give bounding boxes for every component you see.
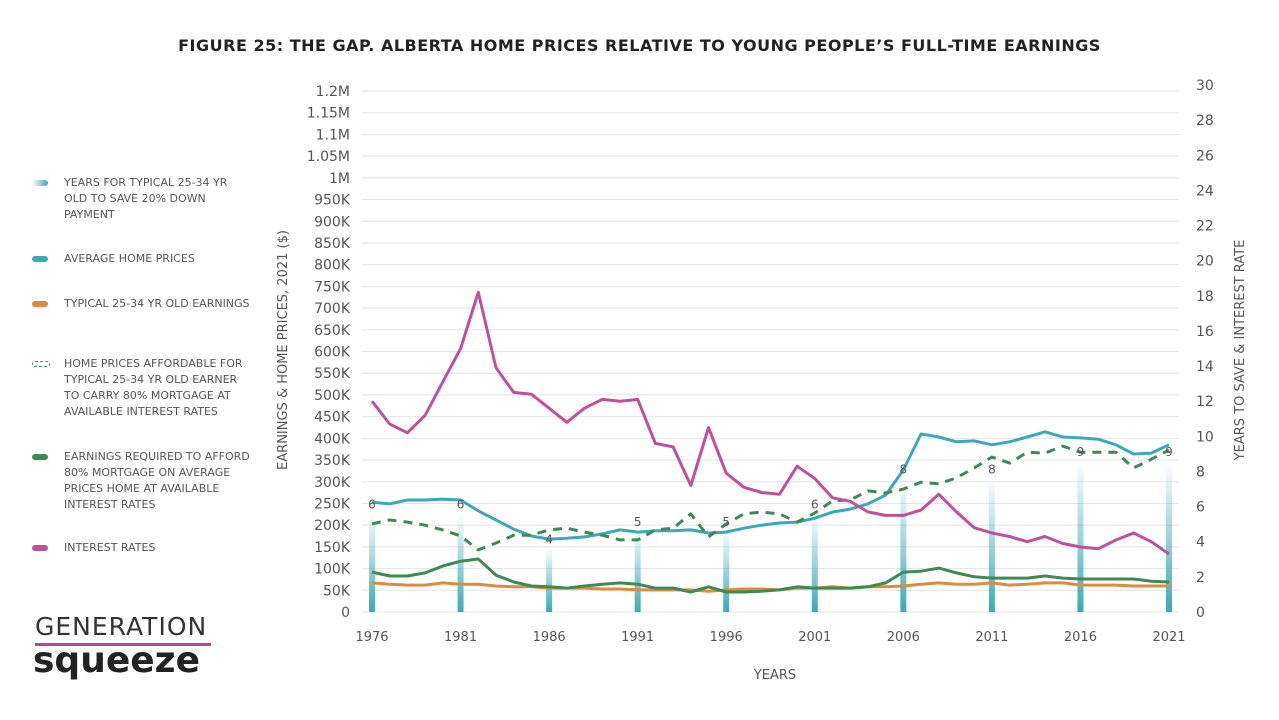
x-tick-label: 2016 <box>1064 630 1097 645</box>
chart-title: FIGURE 25: THE GAP. ALBERTA HOME PRICES … <box>178 36 1101 55</box>
y-tick-label: 600K <box>314 345 351 361</box>
legend-label: AVERAGE HOME PRICES <box>64 252 195 265</box>
y-tick-label: 500K <box>314 388 351 404</box>
x-tick-label: 1976 <box>355 630 388 645</box>
y-tick-label: 700K <box>314 301 351 317</box>
y-tick-label: 900K <box>314 214 351 230</box>
y-right-tick-label: 2 <box>1196 570 1205 586</box>
y-right-tick-label: 0 <box>1196 605 1205 621</box>
bar-data-label: 6 <box>811 498 819 512</box>
y-tick-label: 300K <box>314 475 351 491</box>
x-tick-label: 2011 <box>975 630 1008 645</box>
series-line-home-prices-affordable-for-typical-25-34 <box>371 444 1170 552</box>
y-right-tick-label: 10 <box>1196 429 1214 445</box>
years-to-save-bar <box>1166 459 1172 612</box>
y-tick-label: 1.2M <box>316 84 350 100</box>
x-axis-title: YEARS <box>753 668 796 683</box>
y-right-tick-label: 4 <box>1196 535 1205 551</box>
legend-label: TYPICAL 25-34 YR OLD EARNINGS <box>64 297 250 310</box>
y-right-tick-label: 6 <box>1196 500 1205 516</box>
y-right-tick-label: 12 <box>1196 394 1214 410</box>
bar-data-label: 8 <box>900 462 908 476</box>
legend-label: EARNINGS REQUIRED TO AFFORD 80% MORTGAGE… <box>64 450 250 511</box>
legend-label: HOME PRICES AFFORDABLE FOR TYPICAL 25-34… <box>64 357 243 418</box>
y-tick-label: 450K <box>314 410 351 426</box>
legend-label: INTEREST RATES <box>64 541 156 554</box>
years-to-save-bar <box>546 547 553 612</box>
bar-data-label: 9 <box>1165 445 1173 459</box>
y-right-tick-label: 8 <box>1196 464 1205 480</box>
y-tick-label: 1M <box>329 171 350 187</box>
legend-label: YEARS FOR TYPICAL 25-34 YR OLD TO SAVE 2… <box>64 176 228 221</box>
bar-data-label: 6 <box>457 498 465 512</box>
x-tick-label: 1991 <box>621 630 654 645</box>
x-tick-label: 1981 <box>444 630 477 645</box>
y-right-tick-label: 28 <box>1196 113 1214 129</box>
bar-data-label: 5 <box>722 515 730 529</box>
y-right-tick-label: 30 <box>1196 78 1214 94</box>
y-tick-label: 850K <box>314 236 351 252</box>
bar-data-label: 4 <box>545 533 553 547</box>
y-right-tick-label: 26 <box>1196 148 1214 164</box>
y-tick-label: 1.15M <box>307 106 350 122</box>
x-tick-label: 1996 <box>710 630 743 645</box>
y-tick-label: 550K <box>314 366 351 382</box>
years-to-save-bar <box>900 477 907 612</box>
legend-swatch <box>32 301 48 307</box>
y-tick-label: 750K <box>314 279 351 295</box>
bar-data-label: 9 <box>1077 445 1085 459</box>
y-tick-label: 250K <box>314 496 351 512</box>
y-tick-label: 350K <box>314 453 351 469</box>
years-to-save-bar <box>369 512 375 612</box>
bar-data-label: 6 <box>368 498 376 512</box>
x-tick-label: 1986 <box>533 630 566 645</box>
series-line-average-home-prices <box>371 430 1170 541</box>
y-tick-label: 650K <box>314 323 351 339</box>
y-tick-label: 0 <box>341 605 350 621</box>
x-tick-label: 2001 <box>798 630 831 645</box>
y-axis-title-left: EARNINGS & HOME PRICES, 2021 ($) <box>276 230 291 470</box>
x-tick-label: 2006 <box>887 630 920 645</box>
legend-swatch <box>32 454 48 460</box>
logo-line2: squeeze <box>33 640 201 681</box>
legend-swatch <box>32 180 48 186</box>
bar-data-label: 5 <box>634 515 642 529</box>
years-to-save-bar <box>634 530 641 612</box>
legend-swatch <box>32 545 48 551</box>
y-tick-label: 800K <box>314 258 351 274</box>
legend-swatch <box>32 256 48 262</box>
y-tick-label: 1.1M <box>316 127 350 143</box>
y-right-tick-label: 24 <box>1196 183 1214 199</box>
legend-swatch <box>32 361 50 367</box>
years-to-save-bar <box>988 477 995 612</box>
y-axis-title-right: YEARS TO SAVE & INTEREST RATE <box>1233 240 1248 462</box>
x-tick-label: 2021 <box>1152 630 1185 645</box>
y-right-tick-label: 20 <box>1196 254 1214 270</box>
y-tick-label: 100K <box>314 562 351 578</box>
y-tick-label: 150K <box>314 540 351 556</box>
logo-divider <box>35 643 211 646</box>
series-line-interest-rates <box>370 290 1170 556</box>
y-tick-label: 200K <box>314 518 351 534</box>
y-right-tick-label: 22 <box>1196 219 1214 235</box>
y-tick-label: 950K <box>314 193 351 209</box>
logo-line1: GENERATION <box>35 612 208 641</box>
years-to-save-bar <box>723 530 730 612</box>
y-right-tick-label: 18 <box>1196 289 1214 305</box>
y-right-tick-label: 14 <box>1196 359 1214 375</box>
years-to-save-bar <box>1077 459 1084 612</box>
years-to-save-bar <box>811 512 818 612</box>
y-tick-label: 400K <box>314 431 351 447</box>
y-right-tick-label: 16 <box>1196 324 1214 340</box>
y-tick-label: 1.05M <box>307 149 350 165</box>
y-tick-label: 50K <box>323 583 351 599</box>
series-line-earnings-required-to-afford-80-mortgage- <box>371 557 1170 594</box>
bar-data-label: 8 <box>988 462 996 476</box>
